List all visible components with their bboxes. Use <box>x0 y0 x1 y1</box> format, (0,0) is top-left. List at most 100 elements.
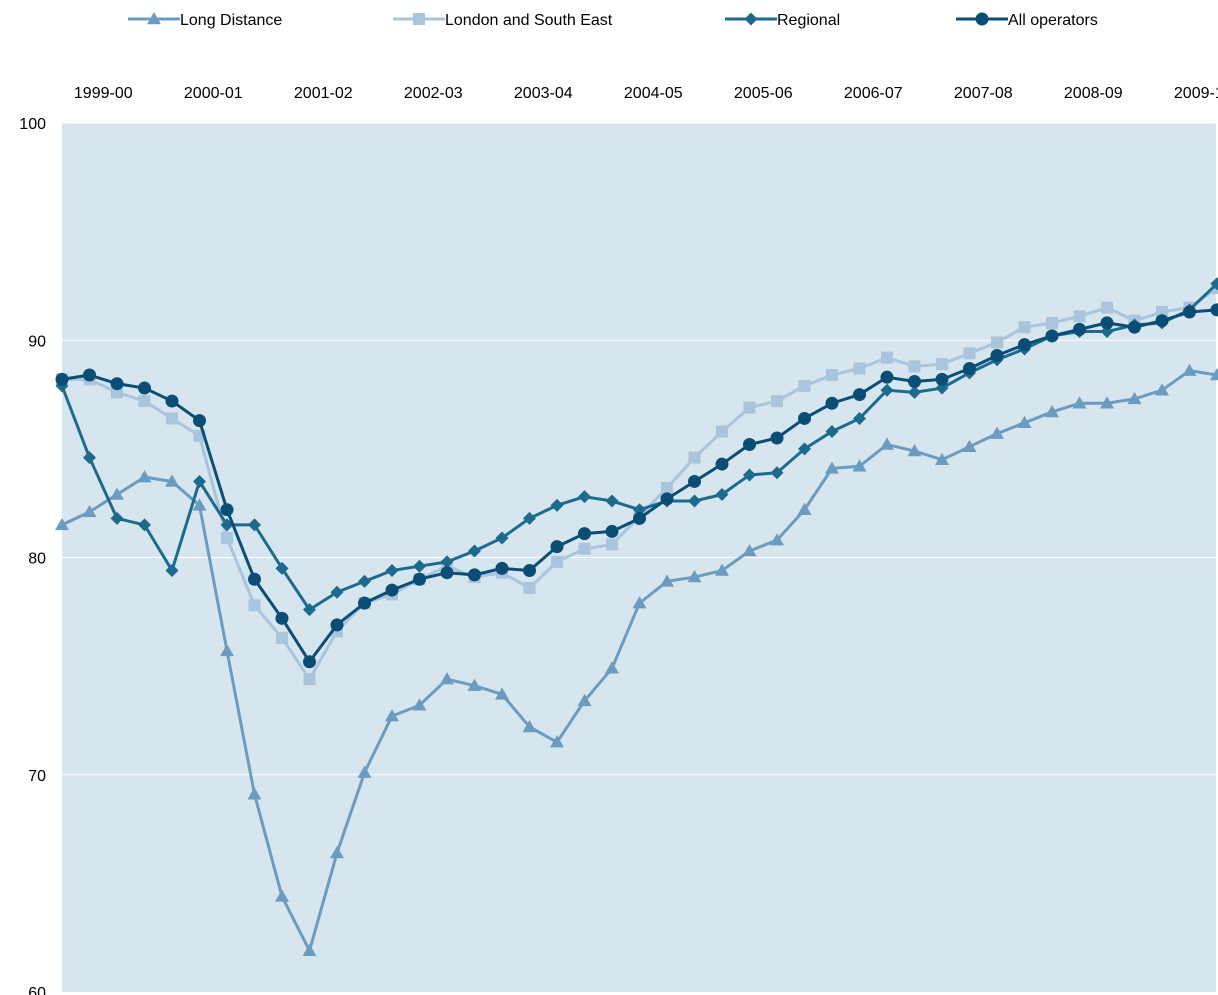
data-point-all-operators <box>83 368 96 382</box>
x-tick-label: 1999-00 <box>74 85 133 102</box>
data-point-regional <box>798 442 811 456</box>
data-point-all-operators <box>1183 305 1196 319</box>
data-point-regional <box>303 603 316 617</box>
data-point-long-distance <box>110 487 124 500</box>
data-point-all-operators <box>193 414 206 428</box>
data-point-regional <box>825 424 839 438</box>
data-point-all-operators <box>990 348 1004 362</box>
data-point-all-operators <box>935 372 949 386</box>
data-point-long-distance <box>275 889 289 902</box>
data-point-regional <box>358 574 371 588</box>
data-point-regional <box>605 494 619 508</box>
data-point-long-distance <box>770 533 784 546</box>
data-point-all-operators <box>248 572 261 586</box>
y-tick-label: 100 <box>19 116 46 133</box>
data-point-london-and-south-east <box>221 531 233 544</box>
data-point-all-operators <box>770 431 784 445</box>
data-point-all-operators <box>1155 314 1169 328</box>
legend-item-all-operators: All operators <box>956 12 1098 29</box>
data-point-all-operators <box>880 370 894 384</box>
x-tick-label: 2009-10 <box>1174 85 1218 102</box>
data-point-all-operators <box>688 474 701 488</box>
data-point-all-operators <box>743 438 756 452</box>
data-point-regional <box>193 474 206 488</box>
data-point-long-distance <box>1182 363 1197 376</box>
data-point-all-operators <box>440 566 454 580</box>
x-tick-label: 2002-03 <box>404 85 463 102</box>
data-point-long-distance <box>522 719 537 733</box>
data-point-all-operators <box>1210 303 1218 317</box>
data-point-all-operators <box>275 611 289 625</box>
data-point-long-distance <box>440 672 454 685</box>
data-point-all-operators <box>908 375 921 389</box>
data-point-long-distance <box>1072 396 1087 409</box>
legend-item-long-distance: Long Distance <box>128 12 282 29</box>
y-tick-label: 60 <box>28 985 46 995</box>
data-point-long-distance <box>82 504 97 518</box>
legend: Long Distance London and South East Region… <box>128 12 1098 29</box>
data-point-regional <box>440 555 454 569</box>
data-point-all-operators <box>220 503 234 517</box>
data-point-london-and-south-east <box>688 451 701 464</box>
data-point-london-and-south-east <box>661 481 673 494</box>
data-point-all-operators <box>963 361 976 375</box>
data-point-regional <box>633 503 646 517</box>
data-point-all-operators <box>110 377 124 391</box>
data-point-long-distance <box>247 787 262 800</box>
data-point-long-distance <box>1155 383 1169 396</box>
legend-item-regional: Regional <box>725 12 840 29</box>
data-point-all-operators <box>1018 338 1031 352</box>
y-tick-label: 80 <box>28 551 46 568</box>
data-point-long-distance <box>467 678 482 691</box>
data-point-regional <box>550 498 564 512</box>
data-point-long-distance <box>742 543 757 557</box>
data-point-long-distance <box>660 574 674 587</box>
data-point-regional <box>578 490 591 504</box>
data-point-long-distance <box>852 459 867 472</box>
data-point-regional <box>468 544 481 558</box>
data-point-all-operators <box>523 564 536 578</box>
data-point-regional <box>688 494 701 508</box>
data-point-long-distance <box>605 661 619 674</box>
data-point-all-operators <box>798 411 811 425</box>
data-point-long-distance <box>907 444 922 457</box>
data-point-all-operators <box>605 524 619 538</box>
data-point-all-operators <box>1128 320 1141 334</box>
data-point-long-distance <box>1100 396 1114 409</box>
x-tick-label: 2007-08 <box>954 85 1013 102</box>
data-point-regional <box>330 585 344 599</box>
data-point-long-distance <box>1017 415 1032 429</box>
y-tick-label: 70 <box>28 768 46 785</box>
series-group <box>55 277 1218 956</box>
data-point-long-distance <box>137 470 152 483</box>
data-point-long-distance <box>495 687 509 700</box>
data-point-long-distance <box>55 517 69 531</box>
data-point-long-distance <box>550 735 564 748</box>
data-point-all-operators <box>495 561 509 575</box>
data-point-london-and-south-east <box>853 362 866 375</box>
data-point-long-distance <box>1045 404 1059 418</box>
legend-marker <box>413 13 425 25</box>
data-point-london-and-south-east <box>1101 301 1113 314</box>
data-point-all-operators <box>1045 329 1059 343</box>
data-point-all-operators <box>853 388 866 402</box>
data-point-regional <box>138 518 151 532</box>
data-point-london-and-south-east <box>138 395 151 408</box>
x-tick-label: 2004-05 <box>624 85 683 102</box>
data-point-long-distance <box>330 845 344 859</box>
data-point-all-operators <box>413 572 426 586</box>
data-point-all-operators <box>660 492 674 506</box>
data-point-london-and-south-east <box>1046 316 1058 329</box>
series-long-distance <box>55 363 1218 956</box>
data-point-regional <box>880 383 894 397</box>
data-point-all-operators <box>468 568 481 582</box>
data-point-london-and-south-east <box>248 599 261 612</box>
data-point-london-and-south-east <box>606 538 618 551</box>
data-point-regional <box>495 531 509 545</box>
x-tick-label: 2005-06 <box>734 85 793 102</box>
data-point-london-and-south-east <box>276 631 288 644</box>
data-point-regional <box>743 468 756 482</box>
data-point-regional <box>248 518 261 532</box>
data-point-long-distance <box>577 693 592 707</box>
